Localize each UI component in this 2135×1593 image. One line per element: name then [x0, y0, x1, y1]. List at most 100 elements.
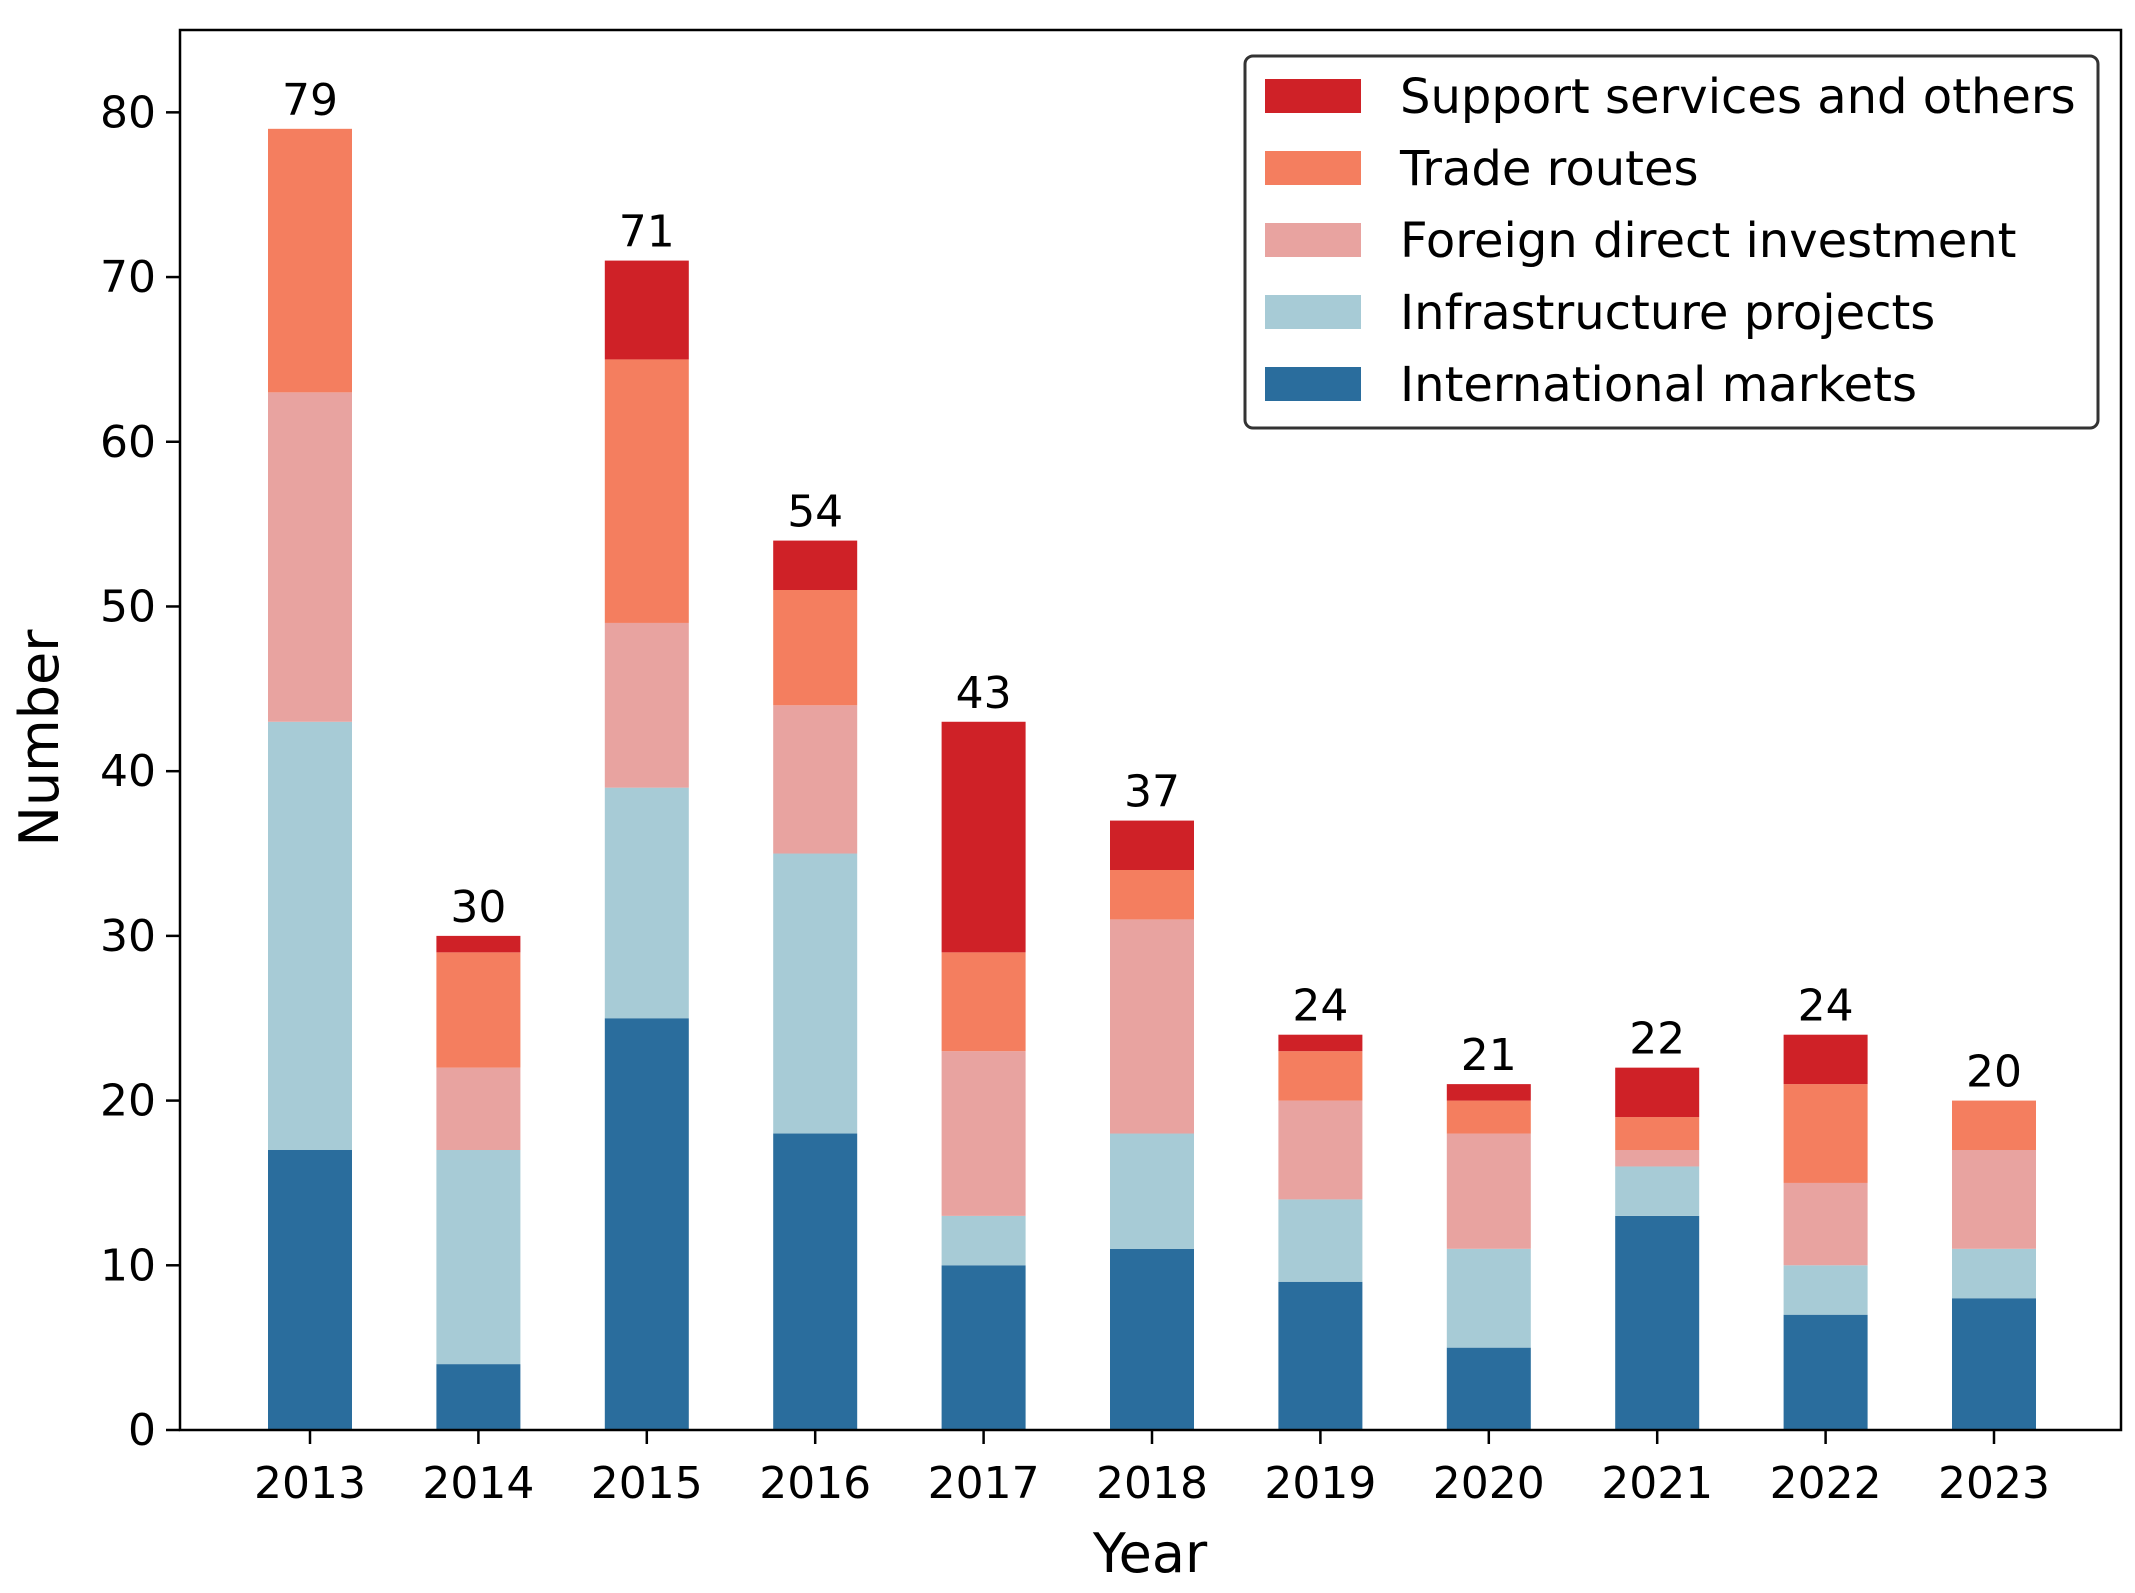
x-tick-label-2022: 2022: [1770, 1458, 1882, 1509]
x-tick-label-2020: 2020: [1433, 1458, 1545, 1509]
bar-2016-segment-1: [773, 853, 858, 1134]
bar-2015-segment-0: [604, 1018, 689, 1430]
total-label-2021: 22: [1629, 1014, 1685, 1065]
bar-2021-segment-4: [1615, 1067, 1700, 1118]
y-tick-label-10: 10: [100, 1240, 156, 1291]
y-tick-label-60: 60: [100, 417, 156, 468]
bar-2015-segment-4: [604, 260, 689, 360]
x-tick-label-2014: 2014: [422, 1458, 534, 1509]
axes: 0 10 20 30 40 50 60 70 80 2013 2014 2015 2016 2017 201…: [100, 28, 2123, 1509]
bar-2016-segment-3: [773, 590, 858, 706]
x-tick-label-2018: 2018: [1096, 1458, 1208, 1509]
bar-2023-segment-2: [1952, 1150, 2036, 1249]
bar-2014-segment-4: [436, 935, 521, 953]
bar-2017-segment-0: [941, 1265, 1026, 1430]
x-axis-title: Year: [1092, 1522, 1208, 1585]
legend: Support services and others Trade routes F…: [1243, 54, 2100, 430]
bar-2015-segment-2: [604, 622, 689, 788]
x-tick-label-2013: 2013: [254, 1458, 366, 1509]
bars-layer: [268, 128, 2036, 1430]
legend-swatch-4: [1265, 367, 1361, 401]
bar-2021-segment-3: [1615, 1117, 1700, 1150]
bar-2013-segment-3: [268, 128, 352, 393]
bar-2016-segment-0: [773, 1133, 858, 1430]
legend-label-1: Trade routes: [1399, 141, 1699, 197]
x-tick-label-2023: 2023: [1938, 1458, 2050, 1509]
bar-2015-segment-1: [604, 787, 689, 1019]
bar-2014-segment-0: [436, 1364, 521, 1430]
bar-2018-segment-1: [1110, 1133, 1194, 1249]
legend-label-4: International markets: [1400, 357, 1917, 413]
total-label-2023: 20: [1966, 1047, 2022, 1098]
total-labels: 79 30 71 54 43 37 24 21 22 24 20: [282, 75, 2022, 1098]
x-tick-label-2017: 2017: [928, 1458, 1040, 1509]
total-label-2018: 37: [1124, 767, 1180, 818]
bar-2017-segment-4: [941, 721, 1026, 953]
total-label-2019: 24: [1292, 981, 1348, 1032]
bar-2013-segment-1: [268, 721, 352, 1150]
bar-2019-segment-2: [1278, 1100, 1363, 1200]
bar-2019-segment-3: [1278, 1051, 1363, 1101]
total-label-2014: 30: [450, 882, 506, 933]
bar-2017-segment-2: [941, 1051, 1026, 1216]
bar-2020-segment-4: [1446, 1084, 1531, 1101]
bar-2023-segment-0: [1952, 1298, 2036, 1430]
bar-2021-segment-2: [1615, 1150, 1700, 1167]
bar-2020-segment-2: [1446, 1133, 1531, 1249]
y-tick-label-40: 40: [100, 746, 156, 797]
x-tick-label-2019: 2019: [1264, 1458, 1376, 1509]
legend-label-3: Infrastructure projects: [1400, 285, 1935, 341]
bar-2022-segment-0: [1783, 1314, 1868, 1430]
legend-swatch-1: [1265, 151, 1361, 185]
bar-2018-segment-3: [1110, 870, 1194, 920]
bar-2020-segment-0: [1446, 1347, 1531, 1430]
legend-swatch-3: [1265, 295, 1361, 329]
y-axis-title: Number: [8, 629, 71, 847]
x-tick-label-2016: 2016: [759, 1458, 871, 1509]
bar-2017-segment-3: [941, 952, 1026, 1052]
x-tick-label-2021: 2021: [1601, 1458, 1713, 1509]
bar-2022-segment-3: [1783, 1084, 1868, 1183]
legend-swatch-0: [1265, 79, 1361, 113]
bar-2016-segment-2: [773, 705, 858, 854]
bar-2018-segment-4: [1110, 820, 1194, 870]
total-label-2016: 54: [787, 487, 843, 538]
bar-2019-segment-0: [1278, 1281, 1363, 1430]
legend-label-2: Foreign direct investment: [1400, 213, 2017, 269]
bar-2019-segment-1: [1278, 1199, 1363, 1282]
total-label-2022: 24: [1798, 981, 1854, 1032]
total-label-2013: 79: [282, 75, 338, 126]
total-label-2017: 43: [956, 668, 1012, 719]
bar-2022-segment-2: [1783, 1182, 1868, 1266]
legend-label-0: Support services and others: [1400, 69, 2076, 125]
bar-2017-segment-1: [941, 1215, 1026, 1266]
bar-2016-segment-4: [773, 540, 858, 590]
y-tick-label-0: 0: [128, 1405, 156, 1456]
bar-2019-segment-4: [1278, 1034, 1363, 1052]
y-tick-label-70: 70: [100, 252, 156, 303]
y-tick-label-80: 80: [100, 87, 156, 138]
bar-2023-segment-3: [1952, 1100, 2036, 1150]
bar-2014-segment-3: [436, 952, 521, 1068]
bar-2022-segment-1: [1783, 1265, 1868, 1315]
legend-box: [1243, 54, 2100, 430]
bar-2014-segment-2: [436, 1067, 521, 1150]
legend-swatch-2: [1265, 223, 1361, 257]
bar-2020-segment-3: [1446, 1100, 1531, 1134]
bar-2015-segment-3: [604, 359, 689, 623]
bar-2018-segment-0: [1110, 1248, 1194, 1430]
bar-2014-segment-1: [436, 1150, 521, 1365]
y-tick-label-30: 30: [100, 911, 156, 962]
bar-2022-segment-4: [1783, 1034, 1868, 1085]
y-tick-label-50: 50: [100, 581, 156, 632]
bar-2013-segment-0: [268, 1150, 352, 1430]
bar-2020-segment-1: [1446, 1248, 1531, 1348]
total-label-2020: 21: [1461, 1030, 1517, 1081]
bar-2018-segment-2: [1110, 919, 1194, 1134]
x-tick-label-2015: 2015: [591, 1458, 703, 1509]
plot-frame: [178, 28, 2123, 1432]
bar-2021-segment-0: [1615, 1215, 1700, 1430]
y-tick-label-20: 20: [100, 1076, 156, 1127]
bar-2013-segment-2: [268, 392, 352, 722]
